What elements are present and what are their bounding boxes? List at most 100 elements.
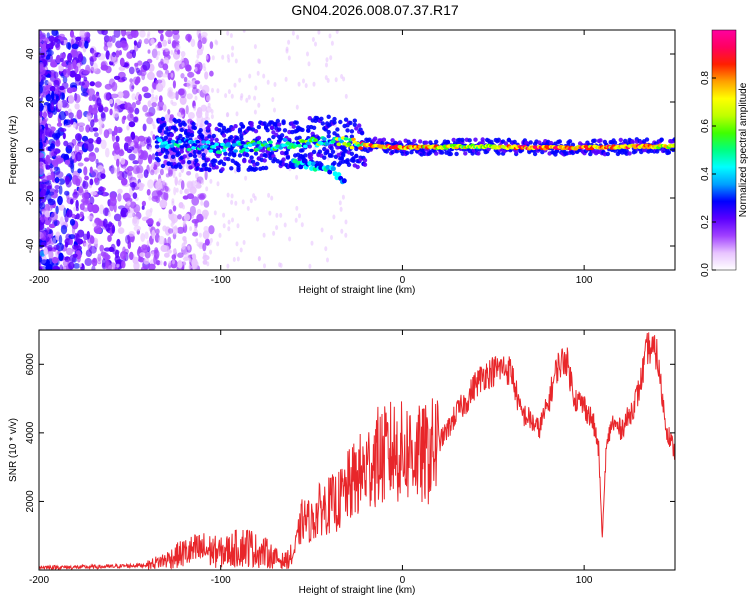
heatmap-cell xyxy=(193,105,197,111)
heatmap-cell xyxy=(256,140,262,145)
heatmap-cell xyxy=(207,102,211,108)
heatmap-cell xyxy=(197,150,202,155)
heatmap-cell xyxy=(78,81,86,86)
heatmap-cell xyxy=(238,77,242,83)
heatmap-cell xyxy=(271,97,275,103)
heatmap-cell xyxy=(672,143,675,147)
heatmap-cell xyxy=(188,264,192,270)
heatmap-cell xyxy=(53,166,59,171)
heatmap-cell xyxy=(236,165,241,171)
heatmap-cell xyxy=(239,247,243,253)
heatmap-cell xyxy=(322,155,327,160)
heatmap-cell xyxy=(380,140,385,146)
heatmap-cell xyxy=(97,30,105,35)
y-tick-label: 40 xyxy=(25,48,36,60)
heatmap-cell xyxy=(39,36,43,43)
heatmap-cell xyxy=(448,151,453,157)
heatmap-cell xyxy=(155,55,159,61)
heatmap-cell xyxy=(254,85,258,91)
heatmap-cell xyxy=(192,153,198,159)
heatmap-cell xyxy=(44,203,51,213)
heatmap-cell xyxy=(83,157,90,162)
heatmap-cell xyxy=(39,222,45,231)
heatmap-cell xyxy=(180,51,186,57)
snr-panel: -200 -100 0 100 2000 4000 6000 Height of stra… xyxy=(8,329,676,596)
heatmap-cell xyxy=(142,61,151,71)
heatmap-cell xyxy=(39,30,43,38)
heatmap-cell xyxy=(334,77,338,83)
heatmap-cell xyxy=(58,65,64,72)
heatmap-cell xyxy=(124,102,132,111)
heatmap-cell xyxy=(144,111,153,118)
heatmap-cell xyxy=(75,213,80,220)
heatmap-cell xyxy=(159,199,168,208)
heatmap-cell xyxy=(221,161,227,167)
heatmap-cell xyxy=(257,102,261,108)
heatmap-cell xyxy=(229,33,233,39)
heatmap-cell xyxy=(227,89,231,95)
heatmap-cell xyxy=(324,246,328,252)
heatmap-cell xyxy=(180,73,185,79)
heatmap-cell xyxy=(87,138,94,144)
heatmap-cell xyxy=(45,93,52,102)
heatmap-cell xyxy=(116,263,120,268)
heatmap-cell xyxy=(55,95,60,102)
heatmap-cell xyxy=(324,142,330,146)
heatmap-cell xyxy=(344,93,348,99)
heatmap-cell xyxy=(226,112,230,118)
heatmap-cell xyxy=(198,33,202,42)
heatmap-cell xyxy=(100,251,107,257)
heatmap-cell xyxy=(39,73,42,83)
heatmap-cell xyxy=(512,139,517,145)
heatmap-cell xyxy=(221,54,225,60)
heatmap-cell xyxy=(84,258,93,266)
heatmap-cell xyxy=(287,39,291,45)
heatmap-cell xyxy=(143,169,149,179)
snr-frame xyxy=(38,329,676,571)
heatmap-cell xyxy=(147,179,154,189)
heatmap-cell xyxy=(134,107,140,115)
heatmap-cell xyxy=(110,93,119,99)
heatmap-cell xyxy=(311,37,315,42)
heatmap-cell xyxy=(167,109,171,115)
heatmap-cell xyxy=(249,121,254,126)
heatmap-cell xyxy=(77,168,82,174)
heatmap-cell xyxy=(139,30,146,38)
heatmap-cell xyxy=(43,104,48,111)
heatmap-cell xyxy=(381,137,387,142)
heatmap-cell xyxy=(114,145,121,155)
heatmap-cell xyxy=(75,36,82,41)
heatmap-cell xyxy=(172,248,177,254)
heatmap-cell xyxy=(339,139,345,144)
heatmap-cell xyxy=(195,261,199,267)
heatmap-cell xyxy=(418,139,423,144)
heatmap-cell xyxy=(147,49,151,54)
heatmap-cell xyxy=(216,181,220,187)
heatmap-cell xyxy=(244,175,248,181)
heatmap-cell xyxy=(214,137,219,143)
heatmap-cell xyxy=(49,143,56,150)
heatmap-cell xyxy=(167,228,174,234)
heatmap-cell xyxy=(162,104,167,112)
heatmap-cell xyxy=(165,150,170,155)
heatmap-cell xyxy=(218,159,224,164)
heatmap-cell xyxy=(256,135,262,141)
heatmap-cell xyxy=(87,88,95,97)
heatmap-cell xyxy=(300,222,304,228)
heatmap-cell xyxy=(170,214,179,224)
heatmap-cell xyxy=(199,84,203,90)
heatmap-cell xyxy=(83,166,88,176)
heatmap-cell xyxy=(320,227,324,233)
heatmap-cell xyxy=(39,115,43,123)
heatmap-cell xyxy=(324,75,328,81)
heatmap-cell xyxy=(327,169,333,175)
heatmap-cell xyxy=(121,178,128,186)
heatmap-cell xyxy=(58,185,63,195)
heatmap-cell xyxy=(69,70,77,78)
heatmap-cell xyxy=(155,180,163,191)
heatmap-cell xyxy=(234,168,237,174)
heatmap-cell xyxy=(58,234,63,245)
spectrogram-y-ticks: -40 -20 0 20 40 xyxy=(25,48,675,253)
heatmap-cell xyxy=(226,263,230,269)
